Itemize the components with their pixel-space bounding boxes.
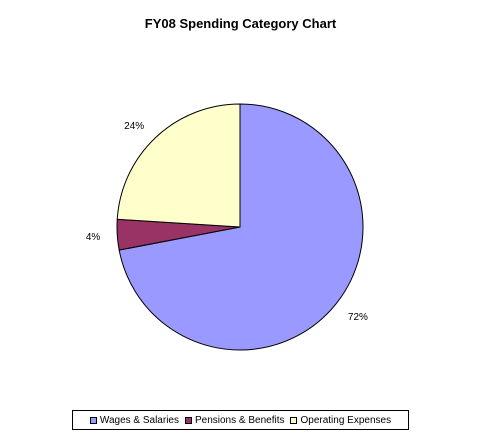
legend-label: Pensions & Benefits (194, 414, 285, 426)
data-label-operating-expenses: 24% (124, 121, 144, 132)
legend-swatch (89, 416, 97, 424)
legend-label: Operating Expenses (300, 414, 392, 426)
data-label-wages-salaries: 72% (348, 312, 368, 323)
legend-swatch (184, 416, 192, 424)
data-label-pensions-benefits: 4% (86, 232, 101, 243)
chart-title: FY08 Spending Category Chart (144, 16, 337, 31)
legend-item-pensions-benefits: Pensions & Benefits (184, 414, 285, 426)
legend-item-operating-expenses: Operating Expenses (290, 415, 391, 426)
chart-legend: Wages & Salaries Pensions & Benefits Opera… (72, 410, 409, 430)
legend-swatch (290, 416, 298, 424)
pie-slice-operating-expenses (116, 103, 241, 228)
legend-label: Wages & Salaries (99, 414, 179, 426)
legend-item-wages-salaries: Wages & Salaries (89, 414, 179, 426)
pie-slice-wages-salaries (118, 103, 364, 351)
